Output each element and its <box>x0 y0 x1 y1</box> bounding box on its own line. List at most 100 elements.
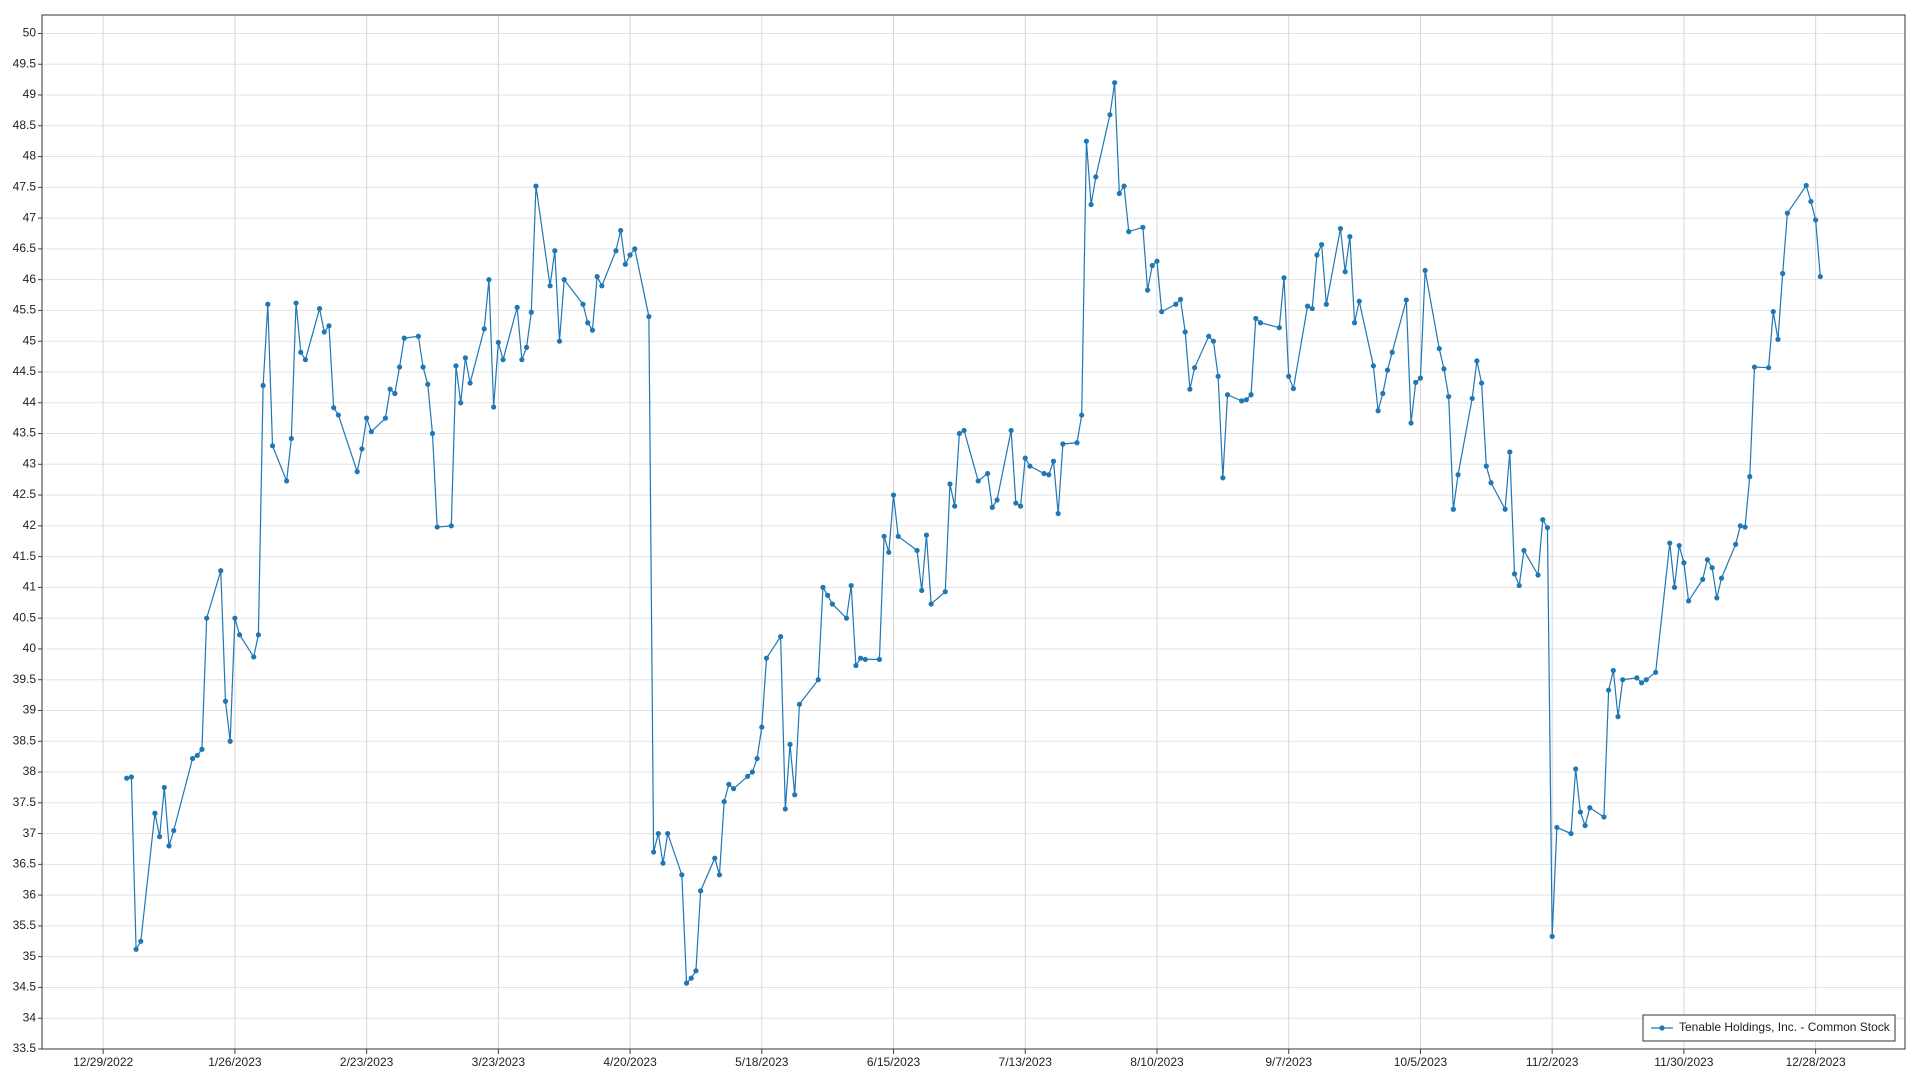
data-point <box>759 724 765 730</box>
data-point <box>1257 320 1264 326</box>
data-point <box>514 304 520 310</box>
data-point <box>1253 315 1259 322</box>
data-point <box>989 504 995 510</box>
y-tick-label: 39.5 <box>13 672 37 686</box>
data-point <box>1676 542 1682 549</box>
data-point <box>1121 183 1127 189</box>
grid <box>42 15 1905 1050</box>
data-point <box>1803 182 1809 189</box>
data-point <box>316 305 323 312</box>
data-point <box>401 335 407 341</box>
data-point <box>1554 824 1560 831</box>
x-tick-label: 7/13/2023 <box>999 1055 1053 1069</box>
data-point <box>650 849 657 855</box>
data-point <box>251 654 257 660</box>
y-tick-label: 48.5 <box>13 118 37 132</box>
y-tick-label: 47 <box>23 210 37 224</box>
data-point <box>1370 363 1376 369</box>
data-point <box>236 632 243 638</box>
data-point <box>942 589 948 595</box>
data-point <box>448 523 454 529</box>
data-point <box>1290 385 1297 392</box>
y-tick-label: 42.5 <box>13 487 37 501</box>
data-point <box>1780 270 1786 277</box>
data-point <box>1511 571 1518 577</box>
data-point <box>533 183 539 189</box>
data-point <box>693 968 699 974</box>
data-point <box>491 404 497 410</box>
data-point <box>1173 301 1179 307</box>
x-tick-label: 9/7/2023 <box>1265 1055 1312 1069</box>
data-point <box>1714 595 1720 601</box>
y-tick-label: 37 <box>23 826 37 840</box>
data-point <box>1751 364 1758 370</box>
y-tick-label: 34.5 <box>13 980 37 994</box>
data-point <box>1718 575 1725 581</box>
data-point <box>1215 373 1221 379</box>
data-point <box>1784 210 1790 216</box>
data-point <box>655 830 661 837</box>
data-point <box>1742 524 1748 530</box>
data-point <box>1709 565 1715 571</box>
x-tick-label: 2/23/2023 <box>340 1055 394 1069</box>
data-point <box>302 357 309 363</box>
data-point <box>778 634 784 640</box>
data-point <box>189 755 196 762</box>
data-point <box>1286 373 1292 379</box>
data-point <box>881 533 887 539</box>
data-point <box>1817 273 1823 280</box>
data-point <box>467 380 473 386</box>
data-point <box>1192 365 1198 371</box>
data-point <box>1074 440 1080 446</box>
data-point <box>1408 420 1414 426</box>
y-tick-label: 33.5 <box>13 1041 37 1055</box>
data-point <box>1469 395 1475 402</box>
data-point <box>1521 547 1527 554</box>
data-point <box>1417 375 1424 381</box>
data-point <box>1620 677 1626 683</box>
data-point <box>820 584 826 590</box>
data-point <box>1573 766 1579 772</box>
data-point <box>956 430 962 437</box>
data-point <box>152 810 158 816</box>
x-tick-label: 8/10/2023 <box>1130 1055 1184 1069</box>
data-point <box>284 478 290 484</box>
data-point <box>556 338 563 344</box>
data-point <box>622 261 628 267</box>
data-point <box>1601 814 1607 820</box>
data-point <box>415 333 421 339</box>
data-point <box>222 698 229 704</box>
y-tick-label: 38.5 <box>13 733 37 747</box>
data-point <box>255 632 262 638</box>
data-point <box>1008 427 1014 434</box>
data-point <box>994 497 1000 503</box>
data-point <box>1615 714 1621 720</box>
data-point <box>161 784 167 791</box>
data-point <box>1403 297 1409 303</box>
data-point <box>1700 576 1706 582</box>
data-point <box>1413 379 1419 386</box>
data-point <box>425 381 431 387</box>
x-tick-label: 6/15/2023 <box>867 1055 921 1069</box>
data-point <box>985 470 991 477</box>
data-point <box>895 533 901 539</box>
data-point <box>1502 506 1508 512</box>
data-point <box>157 834 163 840</box>
data-point <box>1224 392 1231 398</box>
data-point <box>594 273 600 280</box>
y-tick-label: 48 <box>23 149 37 163</box>
data-point <box>1107 112 1113 118</box>
data-point <box>923 532 930 538</box>
y-tick-label: 34 <box>23 1010 37 1024</box>
data-point <box>632 246 638 252</box>
legend-box <box>1642 1014 1896 1042</box>
data-point <box>1149 262 1155 269</box>
data-point <box>331 405 337 411</box>
data-point <box>1446 393 1452 400</box>
data-point <box>288 435 294 442</box>
data-point <box>1079 412 1085 418</box>
data-point <box>260 382 266 389</box>
data-point <box>665 830 671 837</box>
data-point <box>580 301 586 307</box>
data-point <box>1017 503 1024 509</box>
